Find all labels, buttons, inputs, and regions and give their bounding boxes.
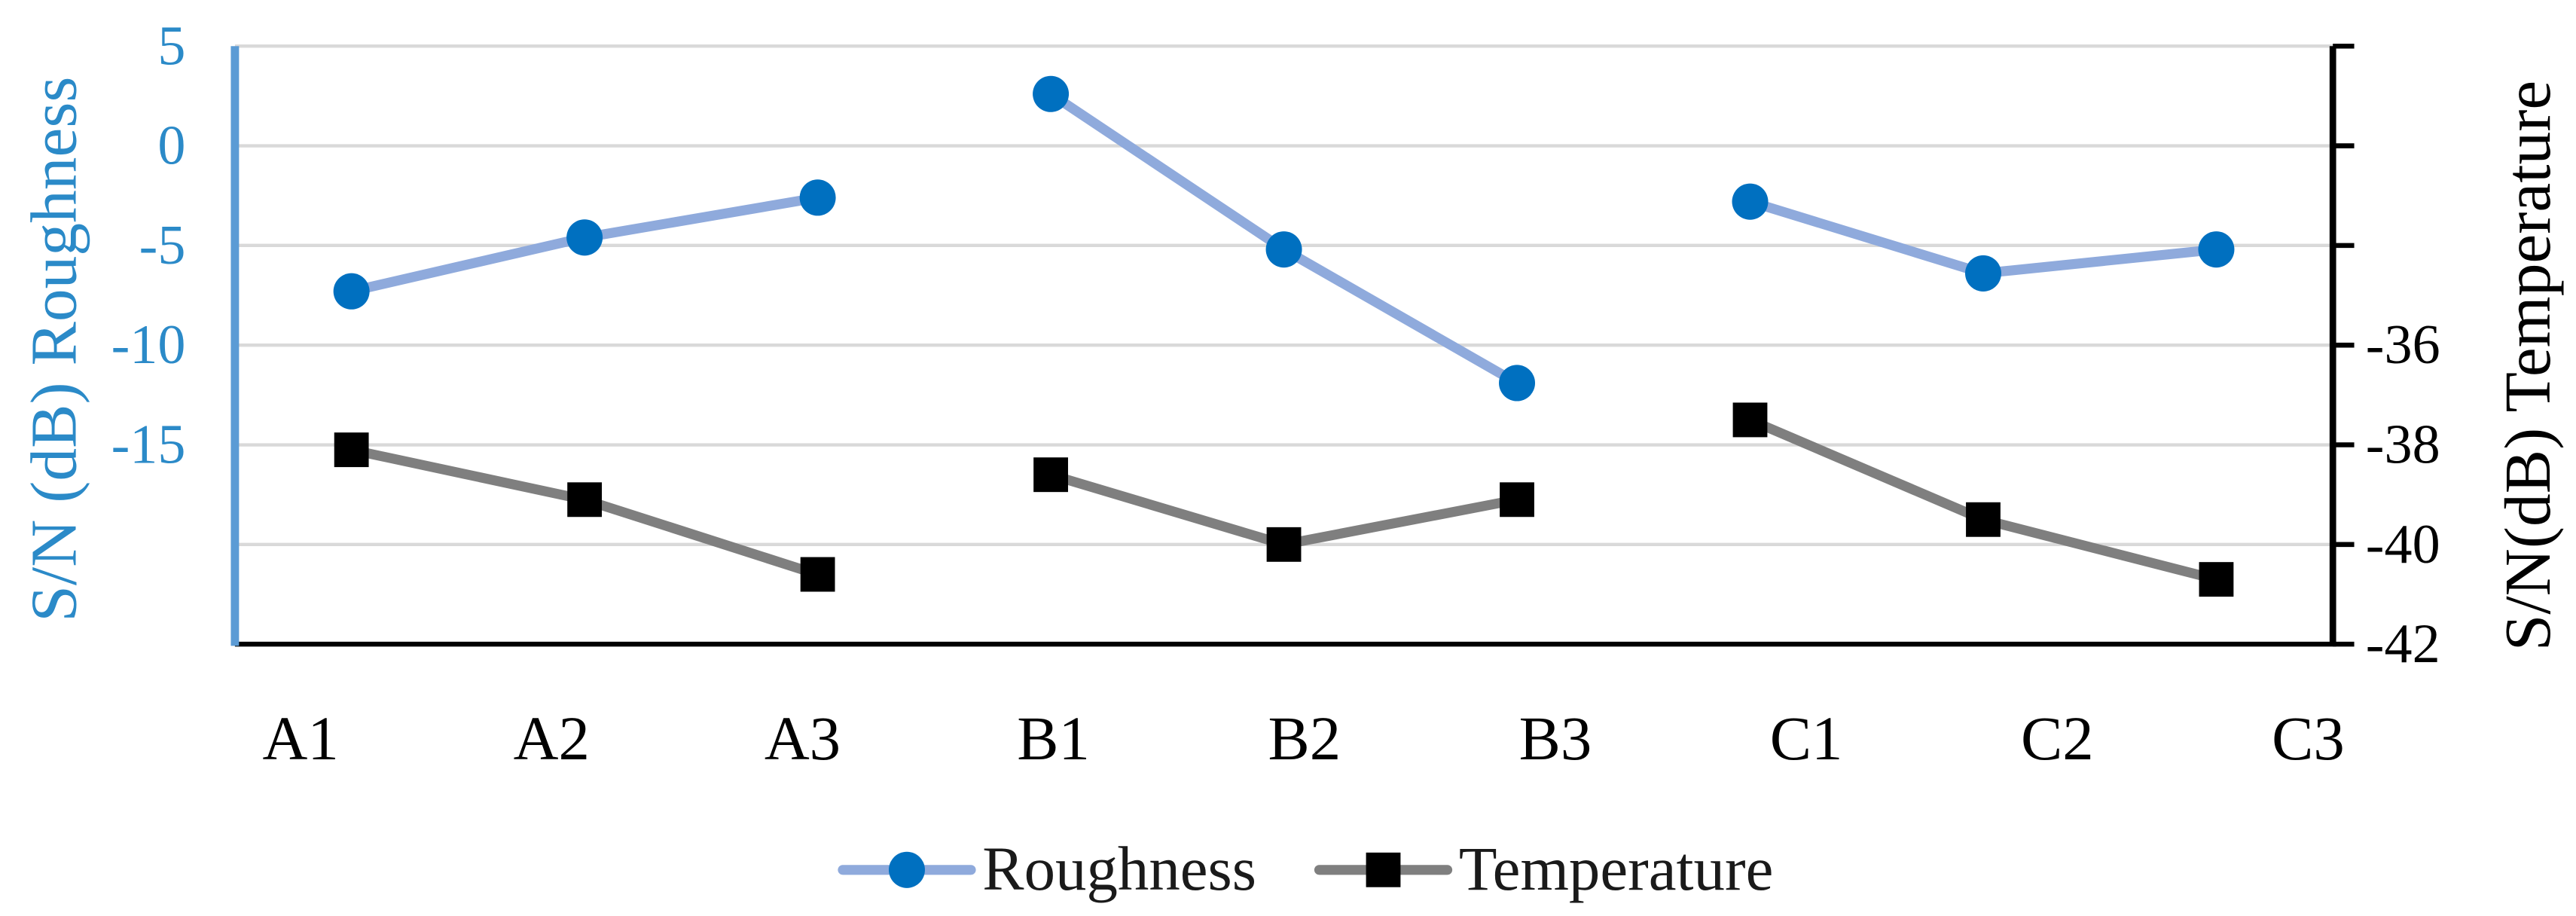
- gridlines: [234, 44, 2333, 547]
- temperature-marker-b2: [1266, 527, 1302, 562]
- temperature-marker-c2: [1966, 502, 2001, 537]
- roughness-marker-c2: [1964, 255, 2001, 292]
- left-axis-title: S/N (dB) Roughness: [17, 77, 90, 622]
- roughness-marker-a1: [333, 273, 370, 310]
- roughness-marker-c1: [1732, 183, 1769, 220]
- x-tick-label-b2: B2: [1268, 704, 1341, 773]
- temperature-marker-a1: [334, 432, 369, 468]
- x-tick-label-b1: B1: [1017, 704, 1090, 773]
- x-tick-label-a1: A1: [263, 704, 339, 773]
- roughness-marker-a2: [566, 219, 603, 256]
- temperature-marker-a3: [800, 557, 835, 592]
- left-tick-label: 5: [157, 15, 185, 77]
- right-tick-label: -40: [2366, 514, 2440, 576]
- left-tick-label: -5: [139, 215, 186, 276]
- roughness-marker-b3: [1499, 365, 1536, 402]
- legend-roughness-marker: [888, 851, 925, 888]
- left-tick-label: -10: [111, 314, 186, 376]
- x-tick-label-a2: A2: [514, 704, 590, 773]
- roughness-marker-b2: [1265, 231, 1302, 268]
- legend: Roughness Temperature: [838, 834, 1774, 903]
- roughness-marker-a3: [799, 179, 836, 216]
- temperature-marker-b3: [1500, 482, 1534, 518]
- series-marks: [333, 75, 2235, 597]
- temperature-marker-b1: [1033, 457, 1068, 493]
- roughness-marker-c3: [2198, 231, 2235, 268]
- x-tick-label-c1: C1: [1770, 704, 1843, 773]
- right-tick-label: -36: [2366, 314, 2440, 376]
- legend-temperature-marker: [1366, 852, 1401, 887]
- legend-temperature-label: Temperature: [1459, 834, 1774, 903]
- x-tick-label-c3: C3: [2272, 704, 2345, 773]
- x-tick-label-b3: B3: [1519, 704, 1592, 773]
- x-tick-label-a3: A3: [765, 704, 841, 773]
- temperature-marker-c1: [1732, 402, 1768, 438]
- temperature-marker-a2: [567, 482, 603, 518]
- right-axis-title: S/N(dB) Temperature: [2491, 81, 2564, 651]
- left-tick-label: 0: [157, 115, 185, 177]
- axes: 5 0 -5 -10 -15 -36 -38 -40 -42 A1 A2 A3 B1 B2 B3 C1 C2 C3: [111, 15, 2440, 773]
- right-tick-label: -42: [2366, 613, 2440, 675]
- x-tick-label-c2: C2: [2021, 704, 2094, 773]
- roughness-marker-b1: [1033, 75, 1070, 112]
- temperature-marker-c3: [2199, 562, 2234, 597]
- left-tick-label: -15: [111, 414, 186, 475]
- right-tick-label: -38: [2366, 414, 2440, 475]
- legend-roughness-label: Roughness: [982, 834, 1256, 903]
